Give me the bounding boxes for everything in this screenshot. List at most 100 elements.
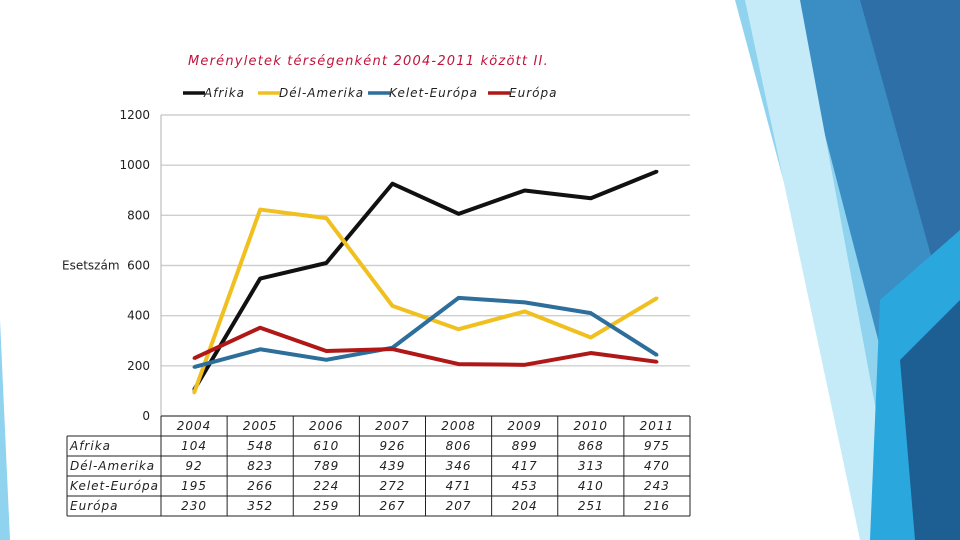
data-label: 926	[379, 439, 405, 453]
x-tick-label: 2004	[177, 419, 212, 433]
y-tick-label: 400	[127, 309, 150, 323]
bg-shape-pale	[745, 0, 900, 540]
data-label: 868	[578, 439, 604, 453]
data-point	[589, 351, 593, 355]
data-point	[457, 327, 461, 331]
data-point	[589, 311, 593, 315]
x-tick-label: 2010	[574, 419, 609, 433]
data-label: 207	[446, 499, 472, 513]
y-tick-label: 600	[127, 259, 150, 273]
data-point	[457, 212, 461, 216]
data-point	[523, 363, 527, 367]
gridlines	[161, 114, 690, 367]
data-label: 251	[578, 499, 604, 513]
x-tick-label: 2007	[375, 419, 410, 433]
data-point	[324, 358, 328, 362]
legend-label: Európa	[509, 86, 557, 100]
series-line	[193, 295, 659, 370]
legend-label: Dél-Amerika	[279, 86, 364, 100]
data-label: 346	[446, 459, 472, 473]
data-point	[589, 196, 593, 200]
x-tick-label: 2006	[309, 419, 344, 433]
data-label: 975	[644, 439, 670, 453]
table-row-label: Dél-Amerika	[70, 459, 155, 473]
y-tick-label: 0	[142, 409, 150, 423]
data-label: 243	[644, 479, 670, 493]
data-point	[192, 356, 196, 360]
data-point	[390, 304, 394, 308]
data-point	[324, 349, 328, 353]
data-point	[655, 169, 659, 173]
data-label: 352	[247, 499, 273, 513]
data-label: 216	[644, 499, 670, 513]
data-label: 410	[578, 479, 604, 493]
data-label: 610	[313, 439, 339, 453]
data-label: 230	[181, 499, 207, 513]
data-label: 806	[446, 439, 472, 453]
data-label: 417	[512, 459, 538, 473]
data-label: 195	[181, 479, 207, 493]
y-tick-label: 800	[127, 208, 150, 222]
x-tick-label: 2008	[441, 419, 476, 433]
series-line	[192, 207, 658, 394]
data-point	[523, 189, 527, 193]
data-label: 313	[578, 459, 604, 473]
data-point	[457, 362, 461, 366]
data-label: 789	[313, 459, 339, 473]
data-point	[390, 347, 394, 351]
data-label: 823	[247, 459, 273, 473]
data-point	[192, 365, 196, 369]
y-axis-label: Esetszám	[62, 259, 120, 273]
data-label: 470	[644, 459, 670, 473]
data-point	[655, 360, 659, 364]
data-label: 259	[313, 499, 339, 513]
data-point	[258, 277, 262, 281]
data-point	[258, 347, 262, 351]
y-tick-label: 1200	[119, 108, 150, 122]
data-label: 267	[379, 499, 405, 513]
data-label: 453	[512, 479, 538, 493]
legend: Afrika Dél-Amerika Kelet-Európa Európa	[183, 86, 557, 100]
data-point	[457, 296, 461, 300]
data-table: 2004 2005 2006 2007 2008 2009 2010 2011 Afrika 10…	[66, 415, 691, 517]
chart-title: Merényletek térségenként 2004-2011 közöt…	[188, 54, 549, 69]
table-row-label: Afrika	[69, 439, 111, 453]
x-tick-label: 2005	[243, 419, 278, 433]
data-point	[324, 216, 328, 220]
data-point	[324, 261, 328, 265]
data-label: 104	[181, 439, 207, 453]
data-point	[655, 296, 659, 300]
series-line	[192, 169, 658, 391]
data-point	[390, 182, 394, 186]
legend-label: Kelet-Európa	[389, 86, 478, 100]
data-label: 548	[247, 439, 273, 453]
data-label: 92	[185, 459, 202, 473]
y-tick-label: 1000	[119, 158, 150, 172]
table-row-label: Európa	[70, 499, 118, 513]
data-label: 224	[313, 479, 339, 493]
bg-shape-left	[0, 320, 10, 540]
y-tick-label: 200	[127, 359, 150, 373]
x-tick-label: 2009	[507, 419, 542, 433]
data-label: 899	[512, 439, 538, 453]
data-point	[258, 208, 262, 212]
bg-shape-deep	[900, 300, 960, 540]
data-point	[523, 300, 527, 304]
data-label: 204	[512, 499, 538, 513]
data-label: 439	[379, 459, 405, 473]
data-point	[258, 326, 262, 330]
data-point	[589, 335, 593, 339]
data-label: 471	[446, 479, 472, 493]
data-label: 266	[247, 479, 273, 493]
series-line	[193, 325, 658, 367]
x-tick-label: 2011	[640, 419, 675, 433]
legend-label: Afrika	[203, 86, 245, 100]
data-point	[192, 391, 196, 395]
data-point	[655, 353, 659, 357]
data-label: 272	[379, 479, 405, 493]
table-row-label: Kelet-Európa	[70, 479, 159, 493]
data-point	[523, 309, 527, 313]
series-lines	[192, 169, 659, 395]
